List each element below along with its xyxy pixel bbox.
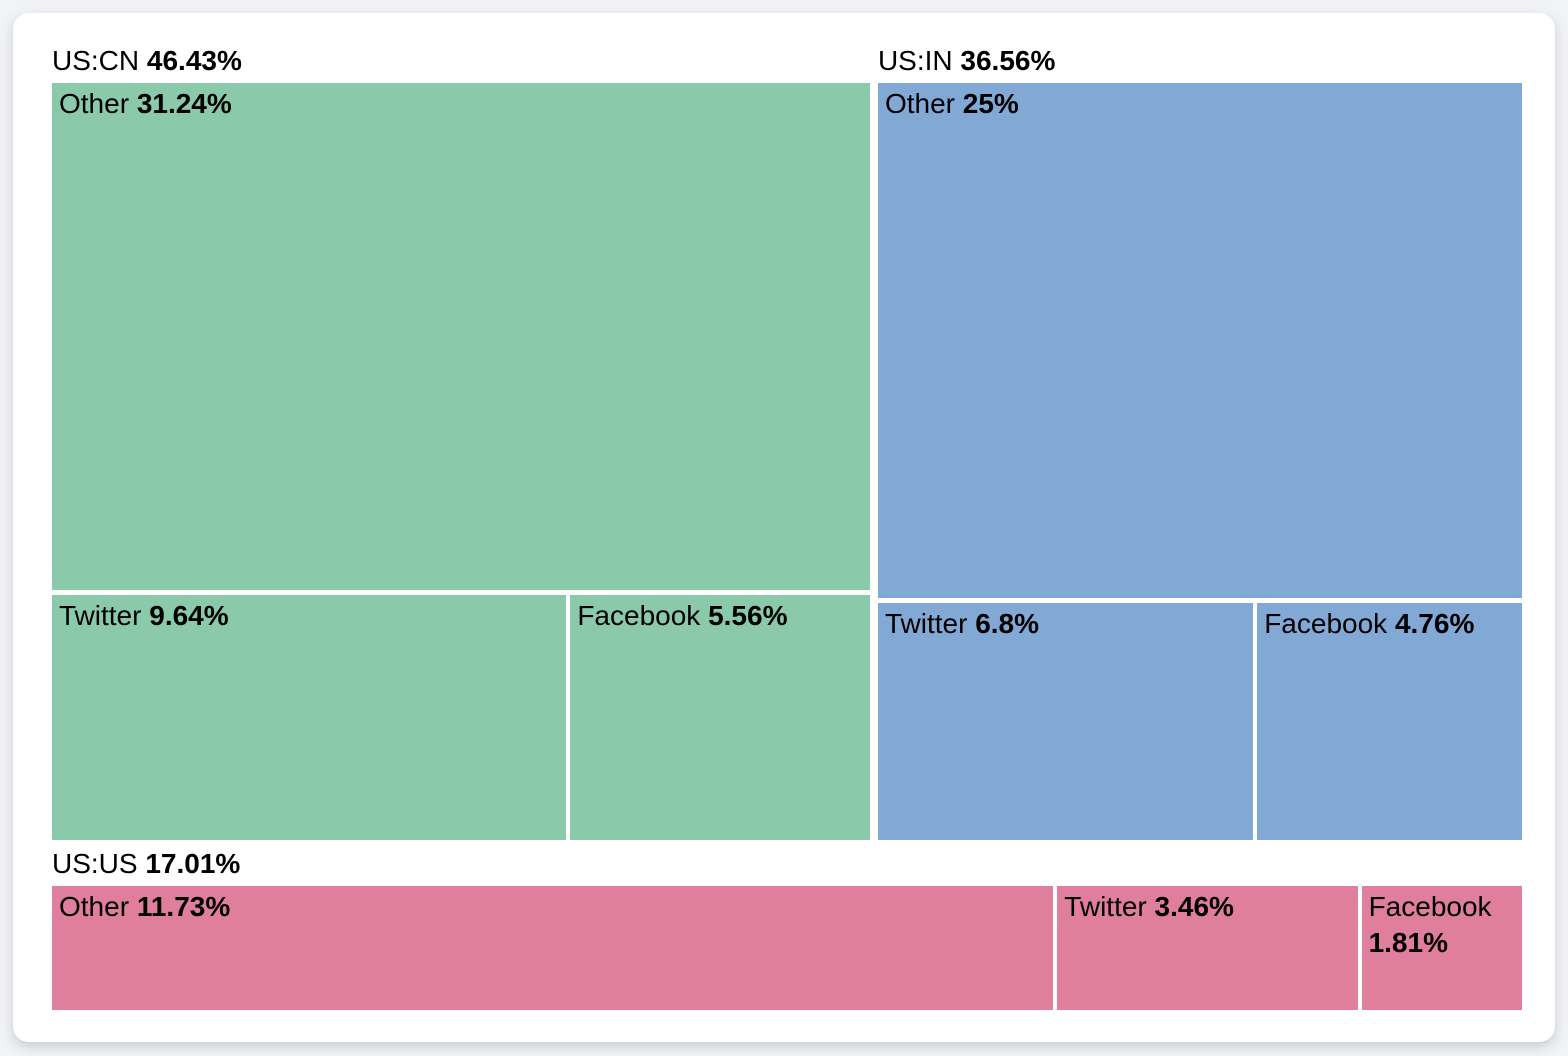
- group-subrow: Twitter 9.64% Facebook 5.56%: [52, 594, 870, 840]
- treemap-cell-us-cn-facebook[interactable]: Facebook 5.56%: [570, 594, 870, 840]
- group-name: US:US: [52, 847, 138, 879]
- cell-value: 1.81%: [1368, 927, 1448, 959]
- treemap-cell-us-us-other[interactable]: Other 11.73%: [52, 885, 1054, 1010]
- group-name: US:IN: [877, 45, 953, 76]
- group-cells: Other 31.24% Twitter 9.64% Facebook 5.56…: [52, 83, 870, 840]
- treemap-group-us-cn: US:CN 46.43% Other 31.24% Twitter 9.64%: [52, 44, 870, 840]
- cell-name: Facebook: [1368, 890, 1492, 922]
- cell-name: Twitter: [59, 599, 142, 631]
- cell-name: Twitter: [1064, 890, 1147, 922]
- cell-value: 9.64%: [149, 599, 229, 631]
- group-label-us-us: US:US 17.01%: [52, 847, 1522, 881]
- treemap-top-band: US:CN 46.43% Other 31.24% Twitter 9.64%: [52, 44, 1522, 840]
- group-value: 46.43%: [146, 45, 242, 76]
- cell-name: Twitter: [884, 608, 968, 640]
- treemap-card: US:CN 46.43% Other 31.24% Twitter 9.64%: [13, 13, 1555, 1042]
- cell-name: Other: [59, 890, 130, 922]
- group-label-us-cn: US:CN 46.43%: [52, 44, 870, 78]
- cell-name: Other: [884, 88, 955, 119]
- cell-value: 6.8%: [975, 608, 1040, 640]
- group-value: 17.01%: [145, 847, 241, 879]
- cell-value: 31.24%: [136, 88, 232, 119]
- group-label-us-in: US:IN 36.56%: [878, 44, 1522, 78]
- treemap-cell-us-in-other[interactable]: Other 25%: [877, 83, 1522, 599]
- treemap-bottom-band: US:US 17.01% Other 11.73% Twitter 3.46%: [52, 847, 1522, 1010]
- treemap-cell-us-in-facebook[interactable]: Facebook 4.76%: [1257, 603, 1522, 840]
- group-cells: Other 25% Twitter 6.8% Facebook 4.76%: [877, 83, 1522, 840]
- treemap-cell-us-cn-other[interactable]: Other 31.24%: [52, 83, 870, 590]
- group-name: US:CN: [52, 45, 140, 76]
- group-value: 36.56%: [960, 45, 1056, 76]
- treemap-group-us-in: US:IN 36.56% Other 25% Twitter 6.8%: [877, 44, 1522, 840]
- cell-name: Facebook: [577, 599, 701, 631]
- cell-name: Other: [59, 88, 130, 119]
- group-subrow: Twitter 6.8% Facebook 4.76%: [877, 603, 1522, 840]
- treemap-chart: US:CN 46.43% Other 31.24% Twitter 9.64%: [52, 44, 1522, 1010]
- treemap-cell-us-us-twitter[interactable]: Twitter 3.46%: [1057, 885, 1358, 1010]
- treemap-cell-us-cn-twitter[interactable]: Twitter 9.64%: [52, 594, 567, 840]
- cell-value: 25%: [962, 88, 1019, 119]
- treemap-group-us-us: US:US 17.01% Other 11.73% Twitter 3.46%: [52, 847, 1522, 1010]
- treemap-cell-us-in-twitter[interactable]: Twitter 6.8%: [877, 603, 1254, 840]
- cell-value: 11.73%: [136, 890, 231, 922]
- cell-name: Facebook: [1264, 608, 1388, 640]
- group-cells: Other 11.73% Twitter 3.46% Facebook 1.81…: [52, 885, 1522, 1010]
- cell-value: 3.46%: [1154, 890, 1234, 922]
- cell-value: 4.76%: [1394, 608, 1475, 640]
- treemap-cell-us-us-facebook[interactable]: Facebook 1.81%: [1361, 885, 1522, 1010]
- cell-value: 5.56%: [708, 599, 788, 631]
